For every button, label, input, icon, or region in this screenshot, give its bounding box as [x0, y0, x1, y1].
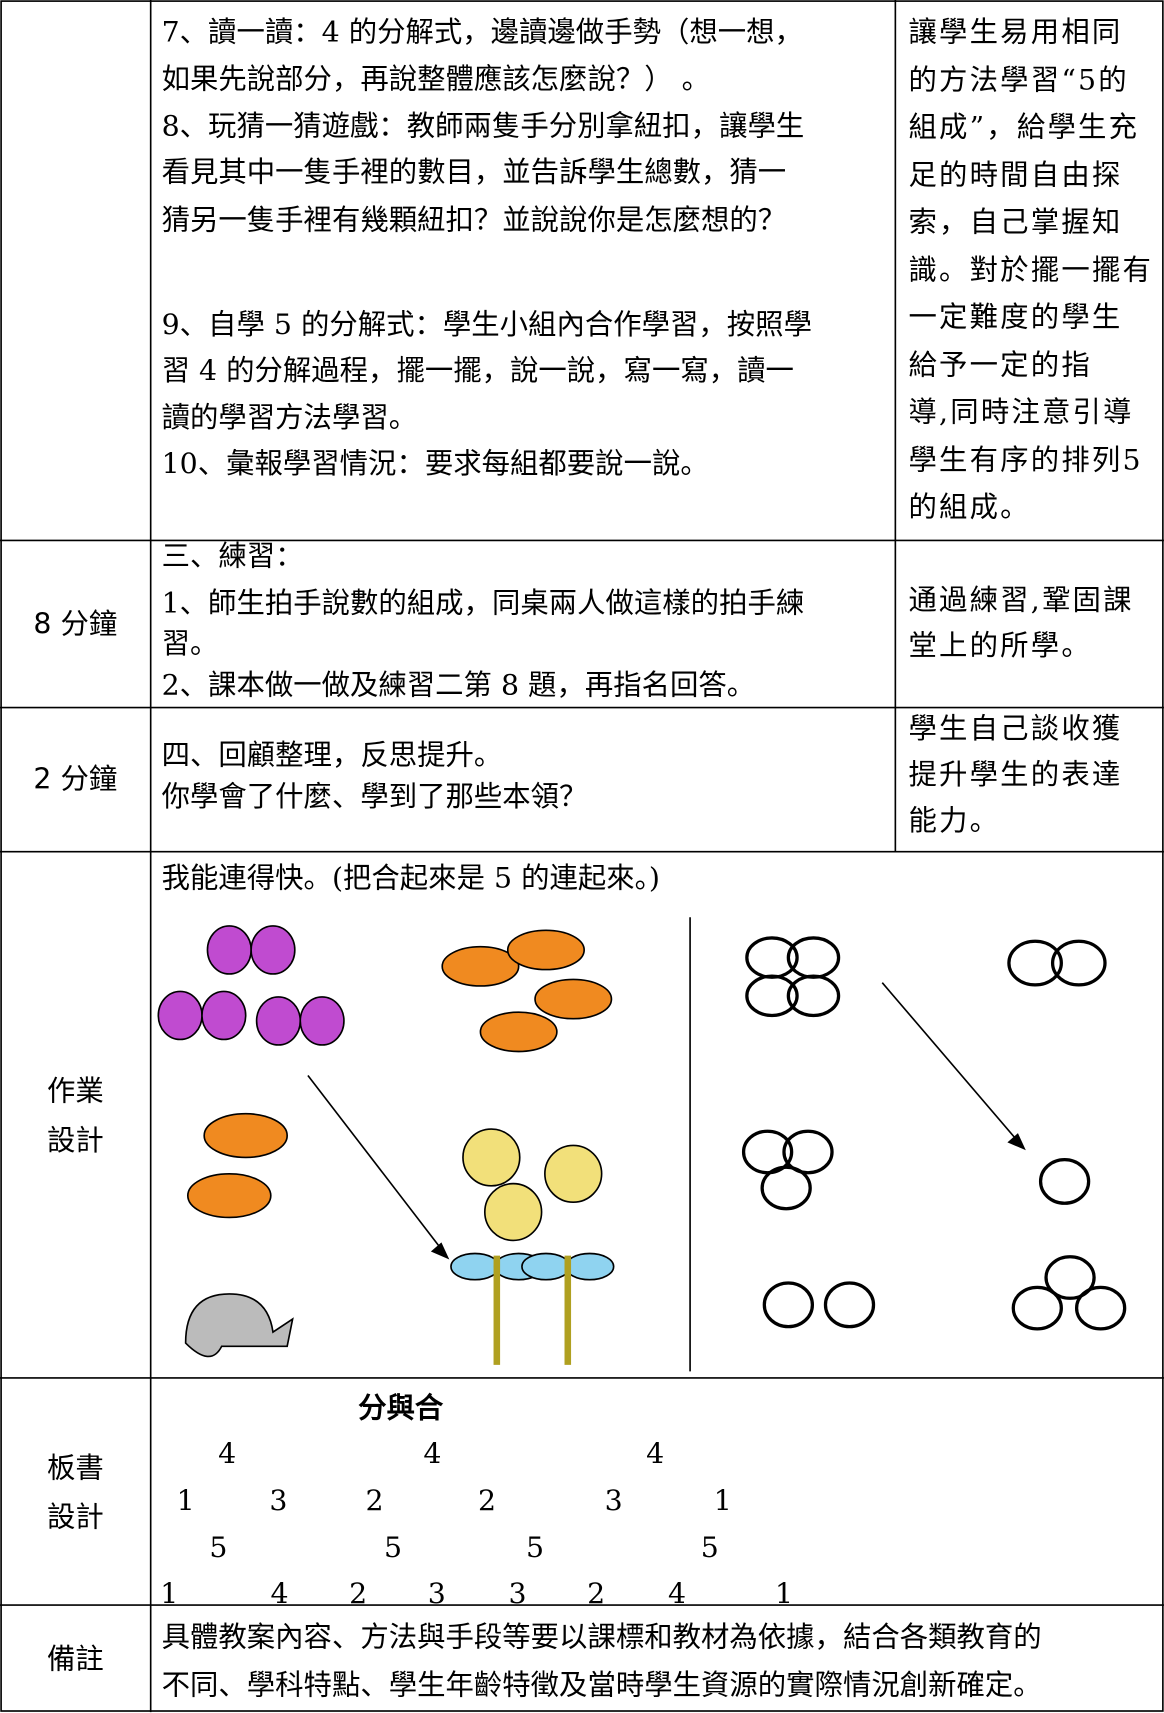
content-line: 如果先說部分，再說整體應該怎麼說？） 。	[161, 63, 711, 97]
board-number: 1	[713, 1484, 732, 1518]
purpose-line: 學生自己談收獲	[908, 713, 1123, 746]
board-number: 3	[604, 1484, 623, 1518]
purpose-line: 給予一定的指	[908, 348, 1092, 382]
content-line: 你學會了什麼、學到了那些本領？	[161, 780, 588, 814]
board-number: 2	[587, 1577, 606, 1611]
content-line: 1、師生拍手說數的組成，同桌兩人做這樣的拍手練	[161, 587, 805, 621]
content-line: 讀的學習方法學習。	[161, 401, 418, 435]
time-label: 設計	[46, 1501, 104, 1535]
board-number: 2	[477, 1484, 497, 1518]
purpose-line: 識。對於擺一擺有	[908, 253, 1154, 287]
board-title: 分與合	[358, 1392, 444, 1425]
board-number: 2	[349, 1577, 368, 1611]
content-line: 四、回顧整理，反思提升。	[161, 739, 503, 772]
purpose-line: 組成”，給學生充	[908, 111, 1140, 145]
board-number: 4	[218, 1438, 237, 1471]
content-line: 8、玩猜一猜遊戲：教師兩隻手分別拿紐扣，讓學生	[161, 110, 805, 144]
purpose-line: 學生有序的排列5	[908, 443, 1143, 477]
board-number: 3	[269, 1484, 288, 1518]
board-number: 4	[667, 1577, 687, 1611]
time-label: 作業	[46, 1075, 104, 1109]
content-line: 猜另一隻手裡有幾顆紐扣？並說說你是怎麼想的？	[161, 204, 787, 237]
content-line: 三、練習：	[161, 540, 304, 574]
time-label: 設計	[46, 1124, 104, 1158]
content-line: 7、讀一讀：4 的分解式，邊讀邊做手勢（想一想，	[161, 16, 803, 50]
notes-line: 具體教案內容、方法與手段等要以課標和教材為依據，結合各類教育的	[161, 1621, 1042, 1655]
time-label: 2 分鐘	[33, 763, 118, 796]
notes-line: 不同、學科特點、學生年齡特徵及當時學生資源的實際情況創新確定。	[161, 1669, 1042, 1703]
board-number: 4	[646, 1438, 665, 1471]
content-line: 9、自學 5 的分解式：學生小組內合作學習，按照學	[161, 309, 812, 342]
board-number: 1	[160, 1577, 179, 1611]
content-line: 看見其中一隻手裡的數目，並告訴學生總數，猜一	[161, 156, 787, 189]
board-number: 4	[423, 1438, 442, 1471]
purpose-line: 提升學生的表達	[908, 758, 1123, 792]
purpose-line: 能力。	[908, 804, 1001, 838]
board-number: 1	[176, 1484, 195, 1518]
purpose-line: 導,同時注意引導	[908, 396, 1134, 430]
board-number: 5	[525, 1531, 545, 1565]
content-line: 習。	[161, 627, 219, 661]
purpose-line: 的組成。	[908, 491, 1031, 525]
purpose-line: 堂上的所學。	[908, 630, 1092, 663]
time-label: 備註	[46, 1643, 104, 1677]
time-label: 8 分鐘	[33, 608, 118, 641]
purpose-line: 讓學生易用相同	[908, 16, 1123, 50]
board-number: 3	[508, 1577, 527, 1611]
board-number: 1	[774, 1577, 794, 1611]
purpose-line: 的方法學習“5的	[908, 63, 1129, 97]
purpose-line: 通過練習,鞏固課	[908, 584, 1134, 617]
purpose-line: 足的時間自由探	[908, 158, 1123, 192]
content-line: 2、課本做一做及練習二第 8 題，再指名回答。	[161, 669, 756, 703]
board-number: 3	[427, 1577, 446, 1611]
board-number: 5	[700, 1531, 719, 1565]
purpose-line: 索，自己掌握知	[908, 206, 1123, 240]
content-line: 習 4 的分解過程，擺一擺，說一說，寫一寫，讀一	[161, 354, 794, 388]
purpose-line: 一定難度的學生	[908, 301, 1123, 335]
homework-heading: 我能連得快。(把合起來是 5 的連起來。)	[161, 862, 660, 896]
content-line: 10、彙報學習情況：要求每組都要說一說。	[161, 447, 709, 481]
board-number: 2	[365, 1484, 384, 1518]
board-number: 5	[209, 1531, 228, 1565]
board-number: 5	[384, 1531, 403, 1565]
illustrations	[157, 925, 1127, 1365]
board-number: 4	[270, 1577, 289, 1611]
time-label: 板書	[46, 1452, 104, 1485]
